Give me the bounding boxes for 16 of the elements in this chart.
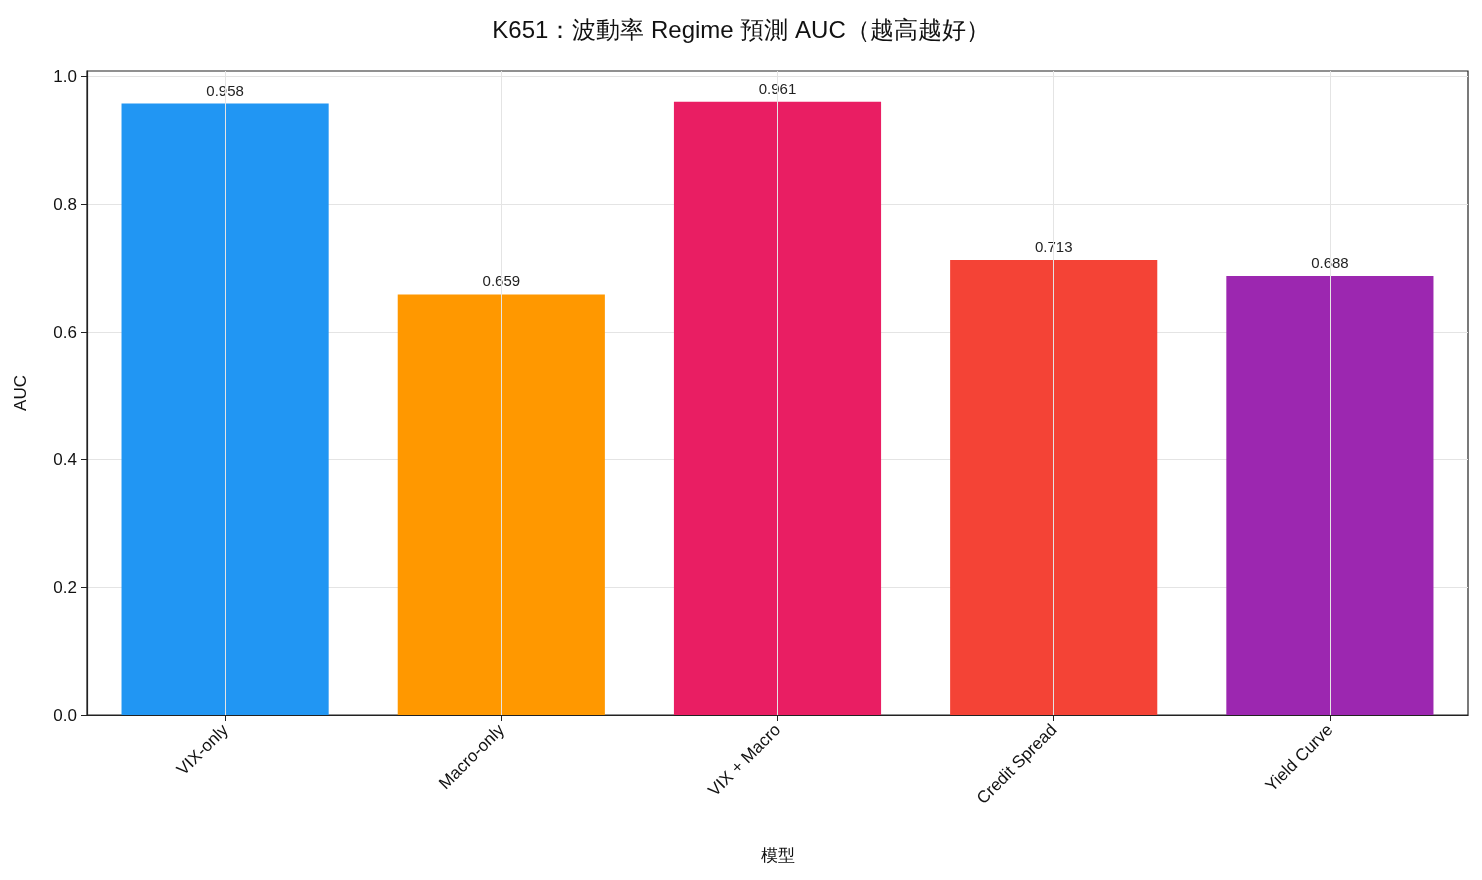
y-tick-label: 1.0 [53, 67, 77, 87]
bar [397, 294, 605, 715]
y-tick-label: 0.2 [53, 577, 77, 597]
bar [121, 103, 329, 715]
y-tick-label: 0.0 [53, 705, 77, 725]
data-label: 0.688 [1311, 253, 1349, 271]
bar [673, 101, 882, 715]
y-tick-label: 0.8 [53, 194, 77, 214]
x-axis-title: 模型 [760, 846, 795, 865]
bar [950, 259, 1158, 715]
y-tick-label: 0.4 [53, 450, 77, 470]
bar [1226, 275, 1434, 715]
chart-title: K651：波動率 Regime 預測 AUC（越高越好） [492, 15, 990, 43]
data-label: 0.713 [1034, 237, 1073, 255]
y-tick-label: 0.6 [53, 322, 77, 342]
y-axis-title: AUC [11, 375, 30, 411]
